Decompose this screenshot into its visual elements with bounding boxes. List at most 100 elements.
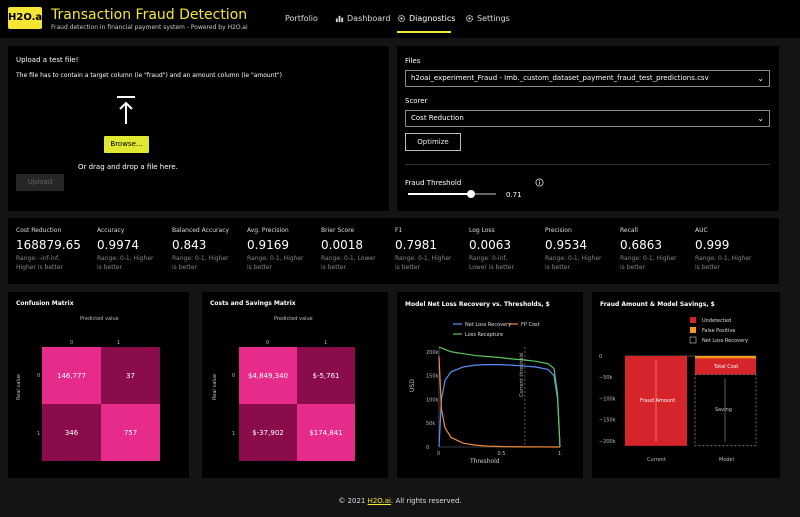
nav-diagnostics-label: Diagnostics (409, 14, 456, 23)
costs-ytick-0: 0 (232, 373, 236, 379)
legend-swatch (690, 327, 696, 333)
footer: © 2021 H2O.ai. All rights reserved. (0, 497, 800, 505)
legend-label: Net Loss Recovery (702, 338, 748, 344)
upload-button[interactable]: Upload (16, 174, 64, 191)
y-tick-label: 0 (599, 354, 602, 360)
confusion-ytick-0: 0 (37, 373, 41, 379)
threshold-value: 0.71 (506, 191, 522, 199)
metric-name: Recall (620, 227, 638, 234)
metric-item: Recall 0.6863 Range: 0-1, Higher is better (620, 227, 695, 272)
confusion-xtick-0: 0 (70, 340, 74, 346)
h2o-logo[interactable]: H2O.ai (8, 7, 46, 29)
matrix-cell: 346 (42, 404, 101, 461)
matrix-cell: $-37,902 (239, 404, 297, 461)
metrics-card (8, 218, 779, 284)
metric-range: Range: 0-1, Higher is better (545, 255, 602, 271)
series-line (438, 364, 561, 448)
upload-note: The file has to contain a target column … (16, 72, 282, 79)
metric-name: Cost Reduction (16, 227, 62, 234)
metric-range: Range: 0-1, Higher is better (395, 255, 452, 271)
metric-value: 0.6863 (620, 238, 662, 252)
metric-name: Brier Score (321, 227, 355, 234)
nav-diagnostics[interactable]: Diagnostics (397, 14, 455, 23)
metric-item: Log Loss 0.0063 Range: 0-inf, Lower is bett… (469, 227, 544, 272)
metric-value: 0.0018 (321, 238, 363, 252)
x-axis-label: Threshold (469, 458, 500, 465)
threshold-slider-handle[interactable] (467, 190, 475, 198)
drop-hint: Or drag and drop a file here. (78, 163, 178, 171)
metric-item: Precision 0.9534 Range: 0-1, Higher is bett… (545, 227, 620, 272)
optimize-button[interactable]: Optimize (405, 133, 461, 151)
metric-name: Balanced Accuracy (172, 227, 230, 234)
matrix-cell: 146,777 (42, 347, 101, 404)
confusion-title: Confusion Matrix (16, 300, 74, 307)
metric-value: 0.999 (695, 238, 730, 252)
threshold-slider-fill (408, 193, 471, 195)
confusion-xtick-1: 1 (117, 340, 121, 346)
nav-settings-label: Settings (477, 14, 510, 23)
scorer-label: Scorer (405, 97, 428, 105)
upload-card (8, 46, 389, 211)
dashboard-icon (335, 15, 344, 23)
costs-ylabel: Real value (212, 373, 218, 400)
bar-model-undetected (695, 358, 756, 375)
metric-name: Precision (545, 227, 572, 234)
metric-range: Range: 0-1, Lower is better (321, 255, 376, 271)
net-loss-chart: Model Net Loss Recovery vs. Thresholds, … (405, 301, 561, 465)
files-label: Files (405, 57, 421, 65)
metric-item: Brier Score 0.0018 Range: 0-1, Lower is bet… (321, 227, 396, 272)
legend-label: Net Loss Recovery (465, 322, 511, 328)
nav-portfolio-label: Portfolio (285, 14, 318, 23)
files-dropdown-value: h2oai_experiment_Fraud - Imb._custom_dat… (411, 74, 709, 82)
gear-icon (397, 14, 406, 23)
threshold-annotation: Current threshold (519, 353, 525, 397)
active-tab-indicator (397, 31, 451, 33)
metric-name: Avg. Precision (247, 227, 289, 234)
metric-range: Range: 0-1, Higher is better (620, 255, 677, 271)
matrix-cell: $174,841 (297, 404, 355, 461)
divider (405, 164, 770, 165)
chevron-down-icon: ⌄ (757, 74, 764, 83)
matrix-cell: 37 (101, 347, 160, 404)
bar-model-fp (695, 356, 756, 359)
footer-link[interactable]: H2O.ai (367, 497, 391, 505)
settings-icon (465, 14, 474, 23)
files-card (397, 46, 779, 211)
metric-value: 0.9169 (247, 238, 289, 252)
upload-title: Upload a test file! (16, 56, 79, 64)
metric-name: F1 (395, 227, 403, 234)
browse-button[interactable]: Browse... (104, 136, 149, 153)
chart-title: Fraud Amount & Model Savings, $ (600, 301, 715, 308)
confusion-ylabel: Real value (16, 373, 22, 400)
metric-range: Range: 0-1, Higher is better (97, 255, 154, 271)
y-tick-label: 200k (426, 350, 439, 356)
footer-rights: . All rights reserved. (391, 497, 462, 505)
metric-value: 168879.65 (16, 238, 81, 252)
metric-item: Avg. Precision 0.9169 Range: 0-1, Higher is… (247, 227, 322, 272)
chart-title: Model Net Loss Recovery vs. Thresholds, … (405, 301, 550, 308)
series-line (438, 356, 561, 448)
x-tick-label: 0.5 (498, 451, 506, 457)
files-dropdown[interactable]: h2oai_experiment_Fraud - Imb._custom_dat… (405, 70, 770, 87)
nav-settings[interactable]: Settings (465, 14, 510, 23)
metric-name: AUC (695, 227, 708, 234)
scorer-dropdown[interactable]: Cost Reduction ⌄ (405, 110, 770, 127)
y-tick-label: 50k (426, 421, 435, 427)
costs-title: Costs and Savings Matrix (210, 300, 296, 307)
metric-value: 0.9534 (545, 238, 587, 252)
info-icon[interactable] (535, 178, 544, 187)
chevron-down-icon: ⌄ (757, 114, 764, 123)
x-tick-label: Current (647, 457, 666, 463)
nav-dashboard[interactable]: Dashboard (335, 14, 390, 23)
x-tick-label: 1 (558, 451, 561, 457)
scorer-dropdown-value: Cost Reduction (411, 114, 464, 122)
legend-swatch (689, 336, 697, 344)
y-tick-label: 0 (426, 445, 429, 451)
metric-value: 0.0063 (469, 238, 511, 252)
y-tick-label: 150k (426, 374, 439, 380)
matrix-cell: $4,849,340 (239, 347, 297, 404)
metric-value: 0.7981 (395, 238, 437, 252)
y-tick-label: −100k (599, 396, 616, 402)
bar-label: Saving (715, 407, 732, 413)
nav-portfolio[interactable]: Portfolio (285, 14, 318, 23)
